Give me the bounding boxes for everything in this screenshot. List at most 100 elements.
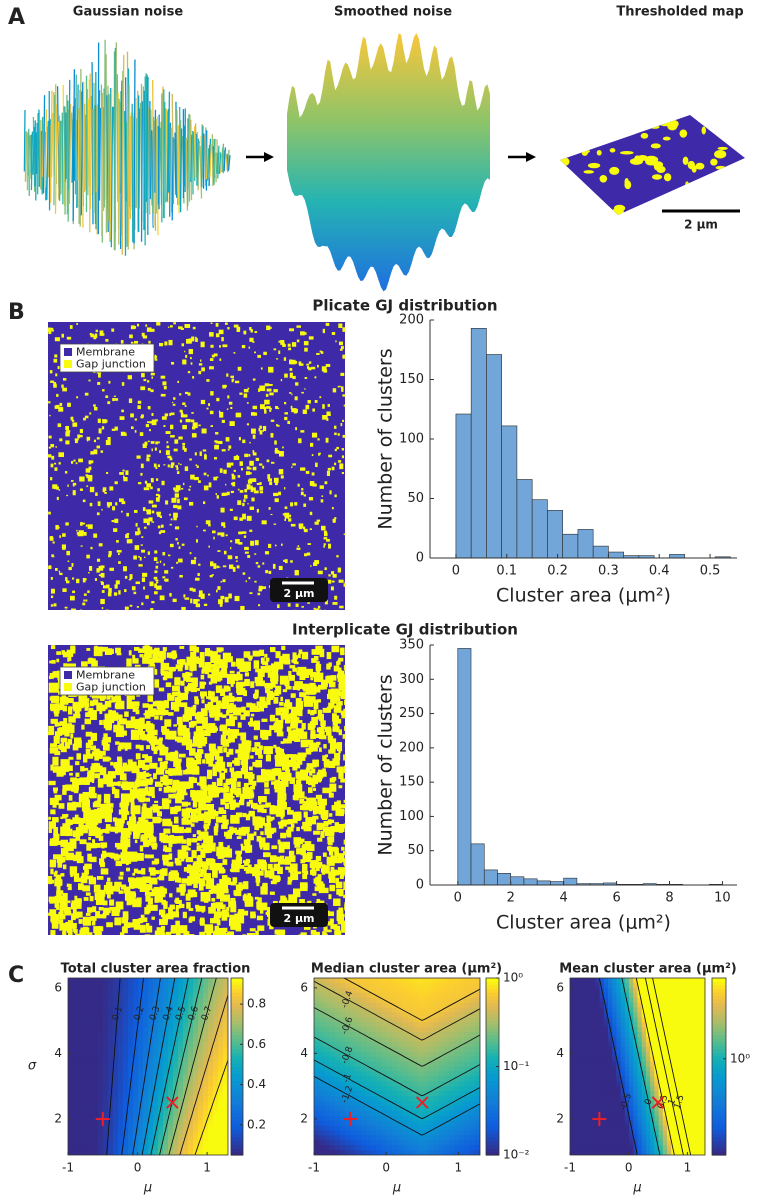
gap-junction	[215, 441, 219, 444]
heatmap-cell	[153, 1012, 159, 1018]
heatmap-cell	[68, 1140, 74, 1146]
gap-junction	[108, 588, 112, 593]
gap-junction	[233, 469, 236, 472]
gap-junction	[199, 796, 205, 803]
gap-junction	[73, 873, 80, 882]
gap-junction	[250, 713, 255, 717]
gap-junction	[199, 652, 205, 662]
heatmap-cell	[133, 997, 139, 1004]
heatmap-cell	[88, 1076, 94, 1082]
gap-junction	[126, 695, 132, 699]
gap-junction	[198, 800, 206, 811]
heatmap-cell	[78, 978, 84, 984]
gap-junction	[276, 749, 282, 758]
gap-junction	[164, 341, 168, 346]
gap-junction	[213, 826, 219, 833]
gap-junction	[102, 487, 107, 491]
noise-spike	[150, 109, 153, 206]
gap-junction	[68, 795, 73, 801]
gap-junction	[343, 583, 345, 587]
noise-spike	[135, 118, 138, 208]
gap-junction	[189, 748, 196, 756]
gap-junction	[114, 854, 120, 861]
gap-junction	[73, 854, 78, 862]
gap-junction	[144, 441, 148, 446]
gap-junction	[177, 781, 184, 789]
gap-junction	[190, 651, 197, 660]
gap-junction	[210, 425, 213, 427]
gap-junction	[310, 565, 312, 567]
heatmap-cell	[143, 1105, 149, 1112]
gap-junction	[184, 732, 191, 741]
heatmap-cell	[73, 1007, 79, 1014]
gap-junction	[195, 338, 198, 342]
gap-junction	[201, 669, 205, 674]
gap-junction	[124, 893, 131, 901]
gap-junction	[247, 479, 253, 484]
heatmap-cell	[78, 1027, 84, 1033]
gap-junction	[136, 897, 142, 904]
gap-junction	[248, 346, 251, 349]
heatmap-cell	[118, 1037, 124, 1043]
gap-junction	[170, 518, 173, 521]
gap-junction	[184, 686, 192, 692]
heatmap-cell	[173, 1071, 179, 1077]
heatmap-cell	[183, 1135, 189, 1141]
legend-label: Gap junction	[76, 681, 146, 694]
gap-junction	[182, 424, 187, 430]
gap-junction	[251, 914, 256, 918]
heatmap-cell	[183, 1007, 189, 1014]
heatmap-cell	[158, 1120, 164, 1127]
heatmap-cell	[168, 1135, 174, 1141]
gap-junction	[213, 915, 220, 920]
gap-junction	[113, 781, 120, 786]
gap-junction	[312, 774, 322, 783]
gap-junction	[221, 510, 224, 513]
gap-junction	[234, 790, 242, 796]
heatmap-cell	[88, 978, 94, 984]
gap-junction	[96, 437, 100, 440]
gap-junction	[298, 523, 304, 528]
gap-junction	[92, 764, 98, 770]
gap-junction	[159, 342, 164, 347]
gap-junction	[113, 724, 120, 733]
gap-junction	[221, 666, 228, 673]
gap-junction	[242, 934, 247, 935]
noise-spike	[194, 123, 198, 178]
gap-junction	[279, 675, 289, 685]
gap-junction	[309, 797, 317, 807]
gap-junction	[336, 703, 341, 709]
gap-junction	[133, 831, 140, 839]
gap-junction	[243, 839, 251, 845]
gap-junction	[85, 474, 89, 477]
gap-junction	[277, 604, 280, 609]
heatmap-cell	[158, 1096, 164, 1102]
gap-junction	[142, 704, 147, 708]
gap-junction	[174, 826, 184, 834]
gap-junction	[324, 481, 328, 485]
gap-junction	[99, 767, 103, 772]
gap-junction	[256, 508, 259, 513]
gap-junction	[67, 887, 72, 891]
heatmap-cell	[143, 1017, 149, 1023]
gap-junction	[94, 809, 99, 815]
gap-junction	[155, 565, 159, 569]
heatmap-cell	[138, 1071, 144, 1077]
gap-junction	[232, 707, 242, 716]
gap-junction	[243, 330, 247, 335]
gap-junction	[95, 329, 98, 333]
gap-junction	[169, 457, 173, 461]
noise-spike	[149, 100, 152, 200]
heatmap-cell	[98, 982, 104, 989]
gap-junction	[284, 401, 287, 405]
gap-junction	[160, 783, 163, 787]
gap-junction	[183, 851, 189, 859]
gap-junction	[261, 586, 267, 589]
gap-junction	[103, 745, 108, 751]
gap-junction	[167, 455, 172, 459]
gap-junction	[151, 795, 155, 798]
gap-junction	[188, 917, 193, 923]
heatmap-cell	[118, 1066, 124, 1073]
heatmap-cell	[73, 1066, 79, 1073]
gap-junction	[253, 831, 257, 836]
